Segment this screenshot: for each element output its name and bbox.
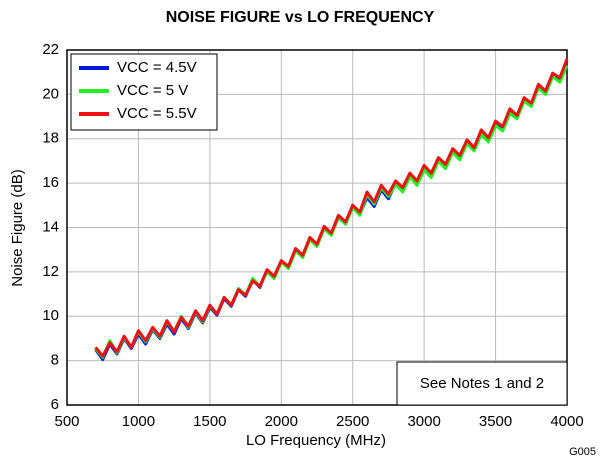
y-axis-label: Noise Figure (dB) — [9, 169, 26, 287]
x-tick-label: 4000 — [550, 413, 583, 430]
x-tick-label: 500 — [54, 413, 79, 430]
x-tick-label: 1000 — [122, 413, 155, 430]
y-tick-label: 14 — [42, 218, 59, 235]
y-tick-label: 18 — [42, 130, 59, 147]
legend-label: VCC = 5 V — [117, 82, 188, 99]
y-tick-label: 8 — [51, 352, 59, 369]
x-axis-label: LO Frequency (MHz) — [246, 432, 386, 449]
y-tick-label: 12 — [42, 263, 59, 280]
legend-label: VCC = 4.5V — [117, 59, 197, 76]
x-tick-label: 2000 — [265, 413, 298, 430]
x-tick-label: 2500 — [336, 413, 369, 430]
chart-title: NOISE FIGURE vs LO FREQUENCY — [166, 9, 435, 26]
y-tick-label: 20 — [42, 85, 59, 102]
y-tick-label: 22 — [42, 41, 59, 58]
figure-id: G005 — [569, 446, 596, 458]
plot-frame — [66, 49, 568, 406]
y-tick-label: 16 — [42, 174, 59, 191]
y-tick-label: 6 — [51, 396, 59, 413]
series-line — [94, 58, 569, 358]
x-tick-label: 3500 — [479, 413, 512, 430]
annotation-box — [396, 361, 568, 406]
y-tick-label: 10 — [42, 307, 59, 324]
annotation: See Notes 1 and 2 — [420, 375, 544, 392]
x-tick-label: 3000 — [407, 413, 440, 430]
legend-label: VCC = 5.5V — [117, 105, 197, 122]
x-tick-label: 1500 — [193, 413, 226, 430]
